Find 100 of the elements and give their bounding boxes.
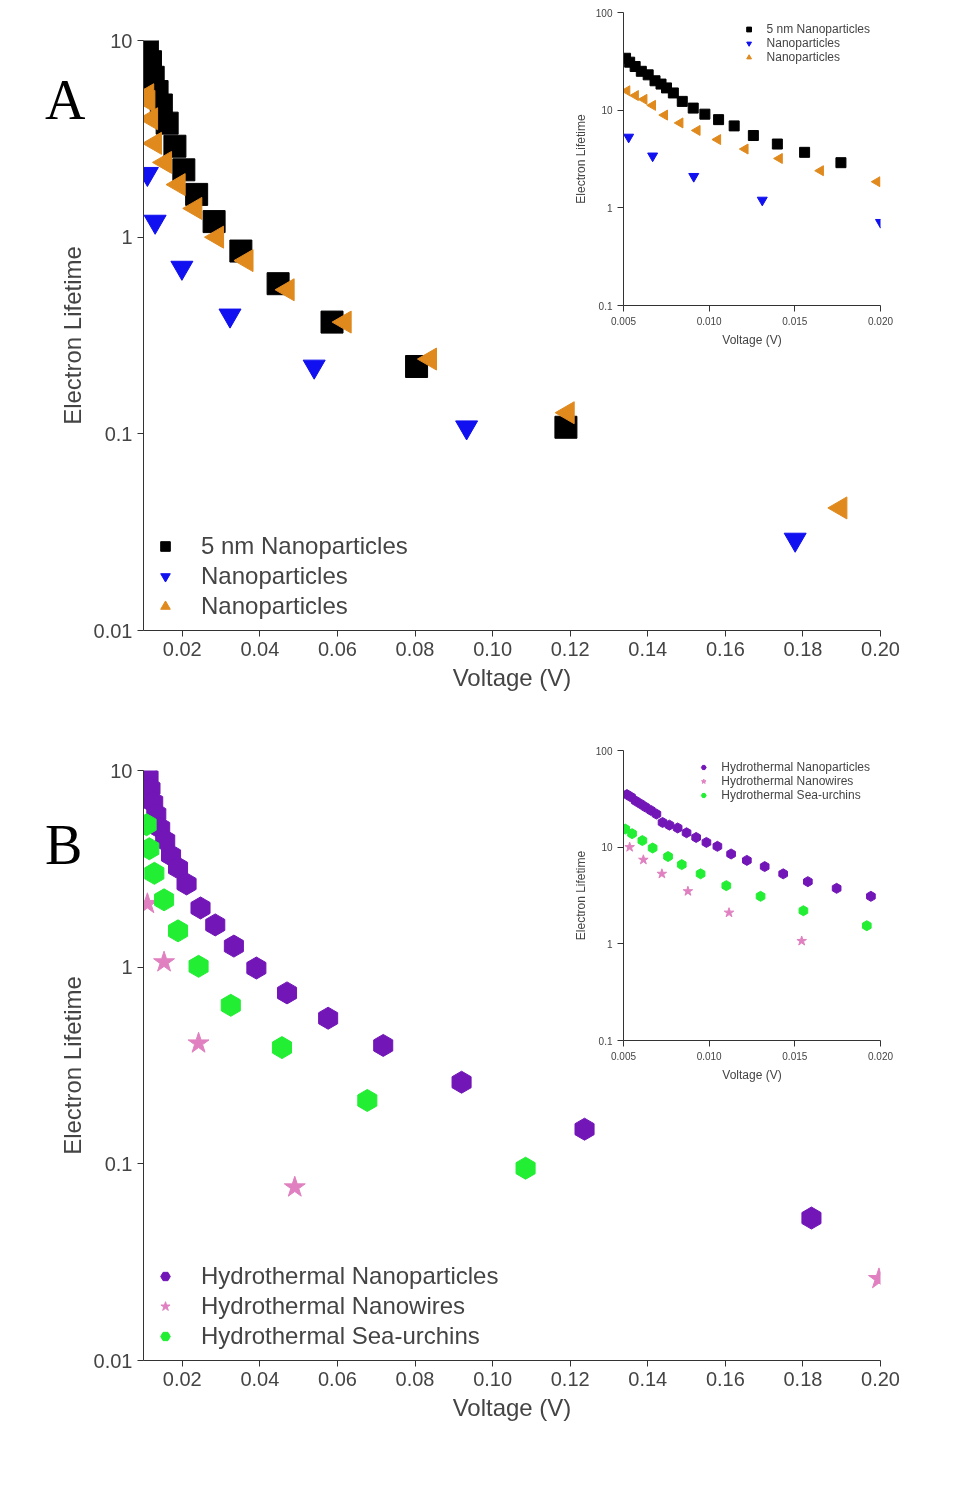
point <box>154 888 175 912</box>
y-axis-title: Electron Lifetime <box>58 246 86 425</box>
point <box>205 913 226 937</box>
point <box>144 861 165 885</box>
x-tick-label: 0.12 <box>550 1367 590 1390</box>
text: A <box>45 68 86 133</box>
point <box>629 90 639 102</box>
x-tick-label: 0.18 <box>783 637 823 660</box>
point <box>223 934 244 958</box>
point <box>796 935 807 946</box>
point <box>672 822 683 834</box>
y-tick-label: 0.1 <box>598 1035 613 1047</box>
point <box>637 93 648 105</box>
x-axis-title: Voltage (V) <box>452 663 572 691</box>
y-tick-label: 100 <box>595 7 613 19</box>
point <box>627 828 637 840</box>
legend-label: Nanoparticles <box>201 592 348 620</box>
point <box>676 95 688 107</box>
point <box>163 134 187 158</box>
point <box>861 920 872 932</box>
y-tick-label: 1 <box>121 226 133 249</box>
y-tick-label: 1 <box>606 938 613 950</box>
y-tick-label: 1 <box>606 202 613 214</box>
y-tick-label: 10 <box>601 105 613 117</box>
y-tick-label: 10 <box>601 842 613 854</box>
x-tick-label: 0.10 <box>473 1367 513 1390</box>
point <box>688 172 700 183</box>
point <box>246 956 267 980</box>
legend-label: Hydrothermal Nanoparticles <box>721 760 870 774</box>
legend-label: Hydrothermal Nanowires <box>721 774 854 788</box>
point <box>554 401 575 425</box>
point <box>681 827 692 839</box>
point <box>699 108 711 120</box>
point <box>647 842 658 854</box>
point <box>835 157 847 169</box>
point <box>798 905 809 917</box>
x-tick-label: 0.020 <box>867 1050 894 1062</box>
point <box>773 153 783 164</box>
point <box>759 861 770 873</box>
x-tick-label: 0.20 <box>861 637 900 660</box>
point <box>451 1070 472 1094</box>
x-tick-label: 0.04 <box>240 637 280 660</box>
x-tick-label: 0.005 <box>610 315 637 327</box>
point <box>646 99 657 111</box>
point <box>721 880 732 892</box>
point <box>673 117 684 129</box>
point <box>771 138 783 150</box>
point <box>574 1117 595 1141</box>
point <box>656 868 668 879</box>
point <box>712 840 723 852</box>
point <box>623 133 635 144</box>
y-tick-label: 0.01 <box>93 1349 133 1372</box>
point <box>831 882 842 894</box>
point <box>637 835 648 847</box>
x-axis-title: Voltage (V) <box>452 1393 572 1421</box>
point <box>276 981 298 1005</box>
point <box>799 146 811 158</box>
y-tick-label: 10 <box>110 29 133 52</box>
x-tick-label: 0.020 <box>867 315 894 327</box>
point <box>318 1006 339 1030</box>
point <box>695 868 706 880</box>
x-tick-label: 0.16 <box>705 1367 745 1390</box>
x-tick-label: 0.18 <box>783 1367 823 1390</box>
point <box>283 1175 306 1197</box>
legend-label: 5 nm Nanoparticles <box>201 532 408 560</box>
point <box>701 836 712 848</box>
x-tick-label: 0.02 <box>162 637 202 660</box>
point <box>778 868 789 880</box>
point <box>676 859 687 871</box>
x-tick-label: 0.015 <box>782 315 808 327</box>
point <box>747 130 759 142</box>
point <box>168 919 189 943</box>
point <box>742 854 752 866</box>
x-tick-label: 0.015 <box>782 1050 808 1062</box>
point <box>756 196 768 207</box>
point <box>690 124 701 136</box>
legend-label: Hydrothermal Nanoparticles <box>201 1262 499 1290</box>
point <box>663 851 673 863</box>
legend-label: Nanoparticles <box>766 36 840 50</box>
y-axis-title: Electron Lifetime <box>573 850 588 941</box>
legend-label: Hydrothermal Nanowires <box>201 1292 466 1320</box>
point <box>726 848 736 860</box>
legend-label: Hydrothermal Sea-urchins <box>721 788 861 802</box>
legend-label: Nanoparticles <box>201 562 348 590</box>
y-tick-label: 0.1 <box>598 300 613 312</box>
point <box>827 496 848 520</box>
x-tick-label: 0.06 <box>317 637 357 660</box>
legend-label: Nanoparticles <box>766 50 840 64</box>
point <box>188 954 209 978</box>
point <box>711 134 722 146</box>
x-axis-title: Voltage (V) <box>722 332 782 347</box>
point <box>155 111 179 135</box>
point <box>357 1088 378 1112</box>
y-tick-label: 1 <box>121 956 133 979</box>
point <box>271 1036 292 1060</box>
y-tick-label: 0.1 <box>104 422 133 445</box>
x-tick-label: 0.14 <box>628 1367 668 1390</box>
y-tick-label: 0.1 <box>104 1152 133 1175</box>
point <box>153 950 176 972</box>
point <box>658 109 669 121</box>
